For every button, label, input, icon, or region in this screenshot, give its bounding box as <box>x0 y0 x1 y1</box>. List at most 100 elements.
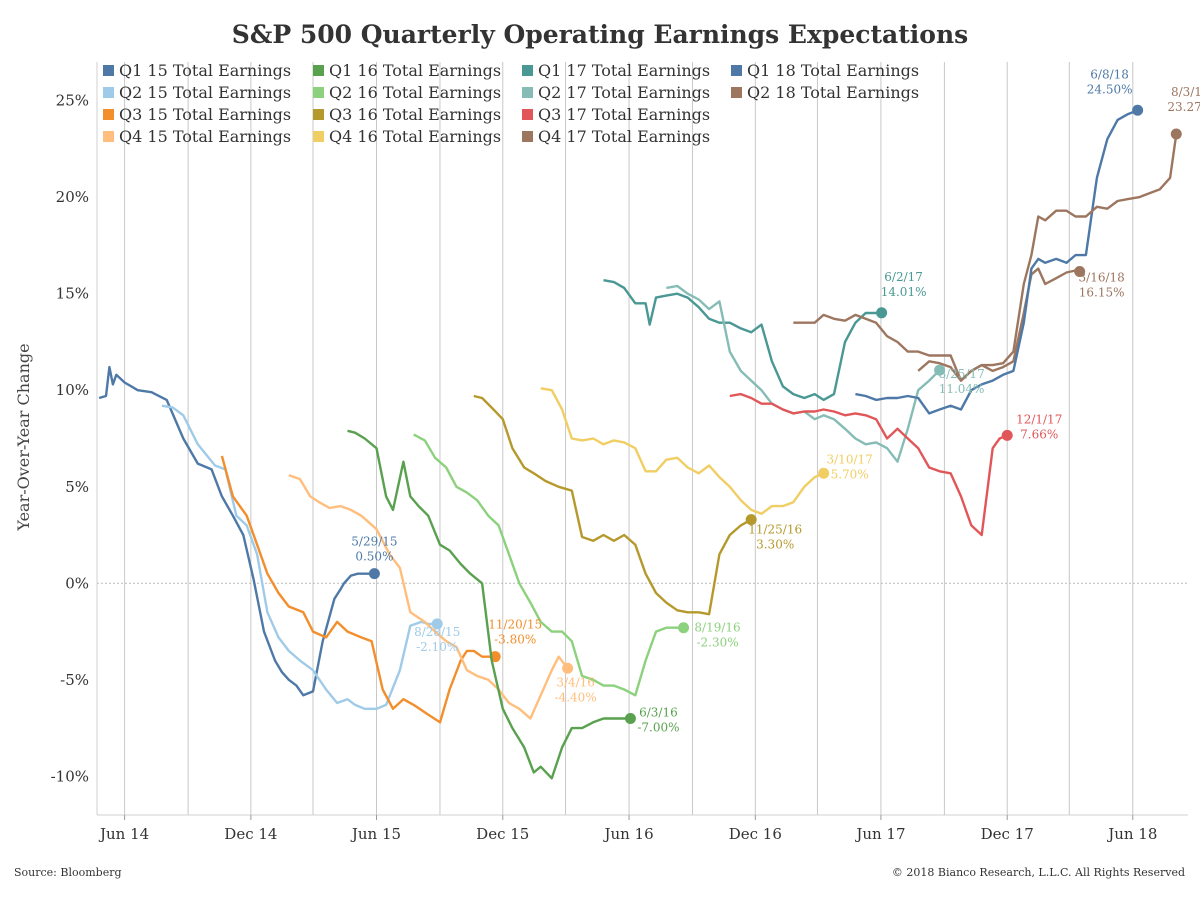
legend-label: Q3 16 Total Earnings <box>329 105 501 124</box>
legend-label: Q1 16 Total Earnings <box>329 61 501 80</box>
end-label-value: 23.27% <box>1167 100 1200 114</box>
y-tick-label: 10% <box>56 381 89 399</box>
end-label-date: 6/8/18 <box>1090 67 1129 81</box>
series-line-q3-16-total-earnings <box>473 394 752 616</box>
y-tick-label: 0% <box>65 574 89 592</box>
end-label-value: 7.66% <box>1020 427 1058 441</box>
legend-swatch <box>103 131 114 142</box>
legend-label: Q2 17 Total Earnings <box>538 83 710 102</box>
series-line-q1-18-total-earnings <box>855 109 1139 415</box>
x-tick-label: Jun 14 <box>98 825 149 843</box>
series-line-q4-16-total-earnings <box>540 387 825 515</box>
chart-title: S&P 500 Quarterly Operating Earnings Exp… <box>232 20 968 49</box>
end-label-date: 11/25/16 <box>748 523 802 537</box>
legend-swatch <box>103 109 114 120</box>
series-line-q4-17-total-earnings <box>793 267 1080 382</box>
legend-swatch <box>522 65 533 76</box>
annotations-layer: 5/29/150.50% 8/28/15-2.10% 11/20/15-3.80% 3… <box>351 67 1200 734</box>
legend-swatch <box>731 65 742 76</box>
end-label-date: 8/3/18 <box>1171 85 1200 99</box>
end-label-date: 6/3/16 <box>639 705 678 719</box>
end-label-value: -2.10% <box>416 640 458 654</box>
y-tick-label: -5% <box>60 671 89 689</box>
legend-label: Q3 17 Total Earnings <box>538 105 710 124</box>
end-label-date: 5/29/15 <box>351 535 397 549</box>
series-end-marker <box>876 307 888 319</box>
series-end-marker <box>678 622 690 634</box>
end-label-value: 5.70% <box>831 467 869 481</box>
legend-swatch <box>313 109 324 120</box>
series-end-marker <box>368 568 380 580</box>
x-tick-label: Jun 15 <box>350 825 401 843</box>
series-end-marker <box>1001 429 1013 441</box>
end-label-date: 8/19/16 <box>694 621 740 635</box>
grid <box>97 62 1188 815</box>
legend: Q1 15 Total Earnings Q2 15 Total Earnings… <box>103 61 919 146</box>
legend-swatch <box>522 87 533 98</box>
legend-swatch <box>313 65 324 76</box>
end-label-value: -4.40% <box>555 690 597 704</box>
legend-swatch <box>522 131 533 142</box>
end-label-date: 11/20/15 <box>488 618 542 632</box>
y-tick-label: 5% <box>65 478 89 496</box>
end-label-date: 12/1/17 <box>1016 412 1062 426</box>
end-label-date: 6/2/17 <box>884 270 923 284</box>
series-line-q1-15-total-earnings <box>98 365 375 697</box>
legend-swatch <box>313 87 324 98</box>
x-tick-label: Dec 16 <box>729 825 782 843</box>
y-tick-label: 15% <box>56 285 89 303</box>
legend-label: Q4 16 Total Earnings <box>329 127 501 146</box>
x-tick-label: Jun 17 <box>854 825 905 843</box>
source-note: Source: Bloomberg <box>14 866 122 879</box>
series-end-marker <box>1074 265 1086 277</box>
series-end-marker <box>818 467 830 479</box>
series-line-q3-17-total-earnings <box>729 392 1008 537</box>
copyright-note: © 2018 Bianco Research, L.L.C. All Right… <box>892 866 1185 879</box>
end-label-date: 8/25/17 <box>938 367 984 381</box>
end-label-value: -7.00% <box>637 720 679 734</box>
end-label-value: 3.30% <box>756 538 794 552</box>
series-end-marker <box>1170 128 1182 140</box>
end-label-value: 24.50% <box>1087 82 1133 96</box>
series-line-q2-17-total-earnings <box>666 284 941 463</box>
end-label-value: 16.15% <box>1079 285 1125 299</box>
y-tick-label: 25% <box>56 92 89 110</box>
end-label-value: 14.01% <box>881 285 927 299</box>
x-tick-label: Dec 14 <box>224 825 277 843</box>
end-label-value: 0.50% <box>355 550 393 564</box>
legend-label: Q4 17 Total Earnings <box>538 127 710 146</box>
end-label-value: 11.04% <box>939 382 985 396</box>
legend-swatch <box>313 131 324 142</box>
x-tick-label: Jun 18 <box>1106 825 1157 843</box>
series-line-q2-15-total-earnings <box>161 404 438 710</box>
legend-swatch <box>731 87 742 98</box>
series-layer <box>98 104 1182 780</box>
legend-label: Q2 15 Total Earnings <box>119 83 291 102</box>
series-end-marker <box>562 662 574 674</box>
legend-label: Q2 18 Total Earnings <box>747 83 919 102</box>
legend-label: Q1 15 Total Earnings <box>119 61 291 80</box>
series-end-marker <box>745 514 757 526</box>
end-label-date: 3/10/17 <box>827 452 873 466</box>
y-axis-title: Year-Over-Year Change <box>14 343 33 531</box>
legend-label: Q1 17 Total Earnings <box>538 61 710 80</box>
legend-swatch <box>522 109 533 120</box>
series-end-marker <box>934 364 946 376</box>
y-tick-label: -10% <box>51 767 89 785</box>
series-line-q1-16-total-earnings <box>347 429 631 780</box>
series-end-marker <box>1132 104 1144 116</box>
series-line-q3-15-total-earnings <box>220 455 496 724</box>
legend-label: Q4 15 Total Earnings <box>119 127 291 146</box>
end-label-date: 3/16/18 <box>1079 270 1125 284</box>
axes: -10% -5% 0% 5% 10% 15% 20% 25% Jun 14 Dec 14 Jun 1… <box>51 62 1188 843</box>
end-label-value: -3.80% <box>494 633 536 647</box>
legend-swatch <box>103 65 114 76</box>
series-line-q2-18-total-earnings <box>917 133 1178 382</box>
series-line-q4-15-total-earnings <box>288 474 569 720</box>
series-line-q1-17-total-earnings <box>603 279 882 402</box>
end-label-date: 8/28/15 <box>414 625 460 639</box>
end-label-value: -2.30% <box>696 636 738 650</box>
legend-swatch <box>103 87 114 98</box>
x-tick-label: Dec 17 <box>981 825 1034 843</box>
